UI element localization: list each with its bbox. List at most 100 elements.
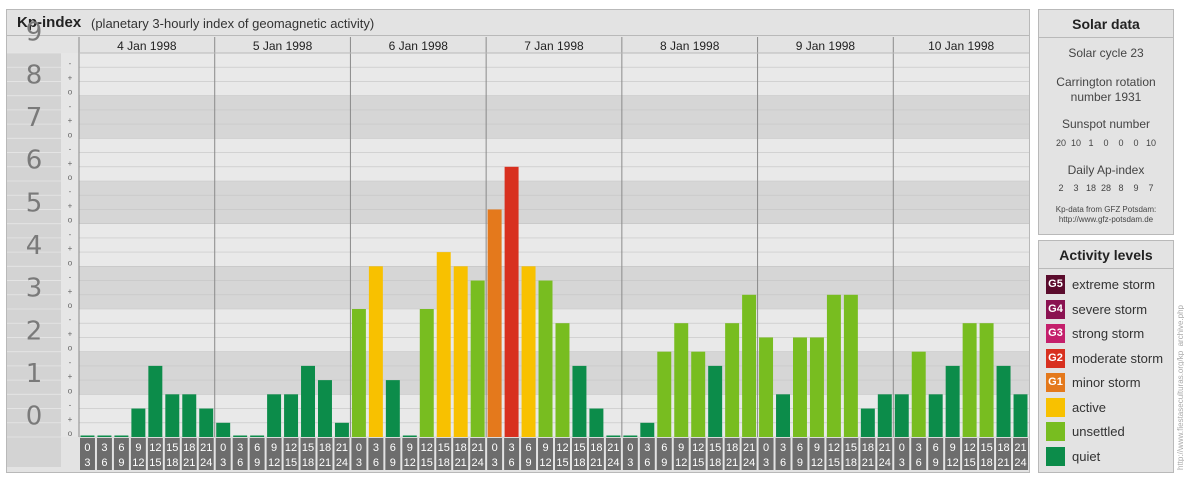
y-axis-column (7, 53, 61, 467)
minor-tick-label: o (68, 429, 73, 438)
interval-end-label: 6 (101, 457, 107, 469)
interval-start-label: 21 (1014, 442, 1026, 454)
interval-end-label: 12 (539, 457, 551, 469)
interval-start-label: 15 (980, 442, 992, 454)
interval-end-label: 21 (590, 457, 602, 469)
activity-levels-panel: Activity levels G5 extreme storm G4 severe … (1038, 240, 1174, 473)
interval-end-label: 9 (661, 457, 667, 469)
interval-label-box (741, 438, 757, 470)
interval-label-box (249, 438, 265, 470)
interval-label-box (181, 438, 197, 470)
solar-data-title: Solar data (1039, 10, 1173, 38)
interval-end-label: 6 (916, 457, 922, 469)
kp-bar (894, 394, 909, 437)
interval-start-label: 0 (627, 442, 633, 454)
interval-end-label: 6 (780, 457, 786, 469)
interval-start-label: 0 (492, 442, 498, 454)
interval-start-label: 0 (899, 442, 905, 454)
kp-bar (436, 252, 451, 437)
minor-tick-label: - (69, 273, 72, 282)
credit-line1: Kp-data from GFZ Potsdam: (1055, 205, 1157, 214)
kp-bar (318, 380, 332, 437)
kp-bar (267, 394, 282, 437)
kp-bar (793, 337, 807, 437)
interval-start-label: 12 (828, 442, 840, 454)
kp-bar (351, 309, 366, 437)
interval-start-label: 18 (590, 442, 602, 454)
interval-label-box (639, 438, 655, 470)
kp-bar (945, 365, 960, 437)
interval-start-label: 9 (542, 442, 548, 454)
day-label: 10 Jan 1998 (928, 39, 994, 53)
watermark-text: http://www.fiestaseculturas.org/kp_archi… (1176, 305, 1184, 470)
interval-start-label: 3 (780, 442, 786, 454)
legend-label: quiet (1072, 448, 1101, 464)
interval-label-box (673, 438, 689, 470)
minor-tick-label: - (69, 230, 72, 239)
solar-cycle: Solar cycle 23 (1068, 46, 1144, 60)
grid-band-2 (79, 309, 1029, 352)
interval-end-label: 6 (644, 457, 650, 469)
minor-tick-label: + (68, 415, 73, 424)
interval-end-label: 21 (862, 457, 874, 469)
interval-end-label: 18 (438, 457, 450, 469)
sunspot-value-3: 0 (1103, 138, 1109, 148)
interval-end-label: 3 (627, 457, 633, 469)
minor-tick-label: o (68, 173, 73, 182)
interval-label-box (538, 438, 553, 470)
interval-start-label: 12 (692, 442, 704, 454)
kp-bar (843, 294, 858, 437)
kp-bar (911, 351, 926, 437)
interval-start-label: 6 (390, 442, 396, 454)
ap-title: Daily Ap-index (1067, 163, 1145, 177)
interval-start-label: 12 (285, 442, 297, 454)
interval-start-label: 18 (726, 442, 738, 454)
kp-bar (148, 365, 163, 437)
interval-end-label: 9 (933, 457, 939, 469)
interval-label-box (843, 438, 859, 470)
legend-item-severe-storm: G4 severe storm (1046, 299, 1170, 319)
kp-bar (708, 365, 723, 437)
sunspot-value-0: 20 (1055, 138, 1066, 148)
kp-bar (860, 408, 875, 437)
interval-label-box (724, 438, 740, 470)
interval-start-label: 12 (149, 442, 161, 454)
minor-tick-label: - (69, 145, 72, 154)
minor-tick-label: - (69, 187, 72, 196)
day-label: 6 Jan 1998 (389, 39, 449, 53)
kp-bar (131, 408, 146, 437)
interval-start-label: 18 (319, 442, 331, 454)
interval-label-box (317, 438, 333, 470)
interval-label-box (215, 438, 231, 470)
activity-levels-title: Activity levels (1039, 241, 1173, 269)
kp-bar (301, 365, 315, 437)
kp-bar (877, 394, 892, 437)
interval-end-label: 15 (285, 457, 297, 469)
interval-label-box (622, 438, 638, 470)
interval-start-label: 0 (763, 442, 769, 454)
interval-label-box (860, 438, 876, 470)
kp-bar (606, 435, 621, 437)
sunspot-value-1: 10 (1070, 138, 1081, 148)
interval-end-label: 3 (899, 457, 905, 469)
interval-end-label: 9 (118, 457, 124, 469)
legend-item-extreme-storm: G5 extreme storm (1046, 274, 1170, 294)
day-label: 4 Jan 1998 (117, 39, 177, 53)
sunspot-title: Sunspot number (1061, 117, 1151, 131)
interval-end-label: 15 (964, 457, 976, 469)
interval-end-label: 3 (220, 457, 226, 469)
interval-start-label: 12 (421, 442, 433, 454)
interval-end-label: 18 (845, 457, 857, 469)
interval-label-box (504, 438, 520, 470)
interval-start-label: 12 (556, 442, 568, 454)
minor-tick-label: + (68, 159, 73, 168)
kp-bar (538, 280, 553, 437)
interval-end-label: 18 (980, 457, 992, 469)
sunspot-value-5: 0 (1133, 138, 1139, 148)
interval-label-box (113, 438, 129, 470)
minor-tick-label: - (69, 59, 72, 68)
interval-label-box (656, 438, 672, 470)
interval-start-label: 15 (573, 442, 585, 454)
interval-start-label: 3 (509, 442, 515, 454)
interval-end-label: 18 (709, 457, 721, 469)
